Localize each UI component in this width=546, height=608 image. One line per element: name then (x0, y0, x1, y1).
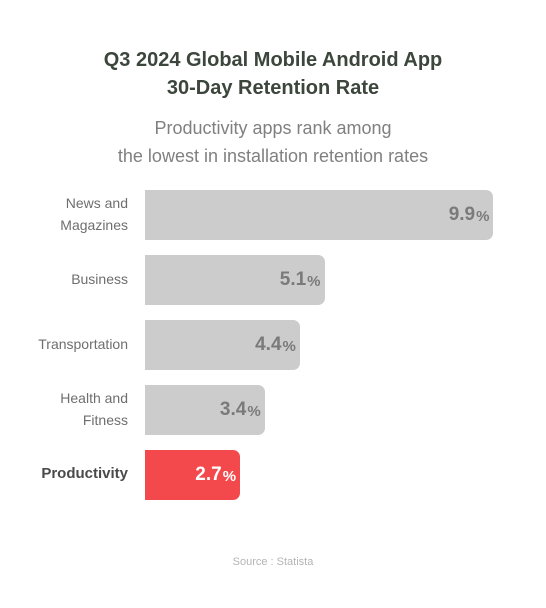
bar-row: Transportation 4.4% (0, 318, 546, 370)
data-label-value: 5.1 (279, 269, 307, 290)
chart-subtitle: Productivity apps rank among the lowest … (0, 114, 546, 170)
category-label: Productivity (10, 448, 128, 500)
bar-row: Business 5.1% (0, 253, 546, 305)
bar-chart: News and Magazines 9.9% Business 5.1% Transpo… (0, 188, 546, 508)
source-note: Source : Statista (232, 556, 314, 568)
category-label-line: Transportation (38, 336, 128, 352)
data-label-unit: % (222, 467, 237, 485)
data-label-unit: % (282, 337, 296, 355)
data-label-unit: % (307, 272, 321, 290)
chart-subtitle-line-1: Productivity apps rank among (154, 118, 392, 138)
bar-row: Health and Fitness 3.4% (0, 383, 546, 435)
bar: 9.9% (145, 190, 494, 240)
category-label-line: News and (65, 195, 128, 211)
chart-subtitle-line-2: the lowest in installation retention rat… (117, 146, 429, 166)
category-label-line: Health and (60, 390, 128, 406)
data-label-value: 2.7 (195, 464, 222, 485)
chart-title: Q3 2024 Global Mobile Android App 30-Day… (0, 46, 546, 102)
category-label: Business (10, 253, 128, 305)
category-label-line: Business (71, 271, 128, 287)
category-label-line: Productivity (41, 465, 128, 482)
category-label: News and Magazines (10, 188, 128, 240)
data-label: 5.1% (280, 255, 321, 305)
category-label: Transportation (10, 318, 128, 370)
data-label-value: 3.4 (219, 399, 247, 420)
bar: 3.4% (145, 385, 265, 435)
chart-title-line-2: 30-Day Retention Rate (166, 77, 380, 99)
bar-row: Productivity 2.7% (0, 448, 546, 500)
category-label: Health and Fitness (10, 383, 128, 435)
data-label-unit: % (476, 207, 490, 225)
bar-row: News and Magazines 9.9% (0, 188, 546, 240)
data-label: 2.7% (195, 450, 236, 500)
highlighted-bar: 2.7% (145, 450, 241, 500)
chart-title-line-1: Q3 2024 Global Mobile Android App (103, 49, 443, 71)
data-label: 9.9% (449, 190, 490, 240)
category-label-line: Fitness (82, 412, 128, 428)
data-label-value: 4.4 (255, 334, 282, 355)
data-label: 3.4% (220, 385, 261, 435)
bar: 4.4% (145, 320, 300, 370)
bar: 5.1% (145, 255, 325, 305)
data-label: 4.4% (255, 320, 296, 370)
data-label-unit: % (247, 402, 261, 420)
data-label-value: 9.9 (448, 204, 476, 225)
category-label-line: Magazines (60, 217, 128, 233)
